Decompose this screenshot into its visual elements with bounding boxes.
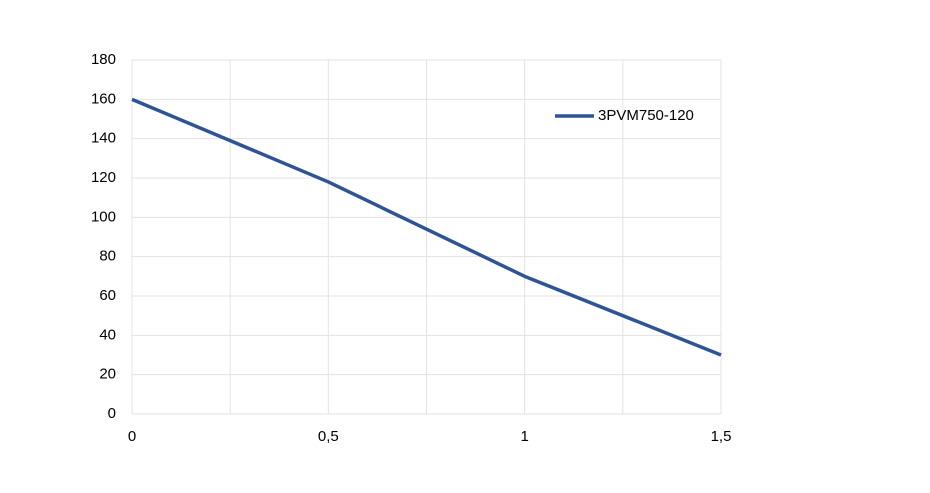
legend-label: 3PVM750-120	[598, 107, 694, 124]
y-tick-label: 100	[91, 208, 116, 225]
x-tick-label: 1	[520, 428, 528, 445]
x-tick-label: 0,5	[318, 428, 339, 445]
y-tick-label: 160	[91, 90, 116, 107]
y-tick-label: 80	[99, 248, 116, 265]
data-line	[131, 97, 722, 357]
y-tick-label: 40	[99, 326, 116, 343]
y-tick-label: 0	[108, 405, 116, 422]
y-tick-label: 180	[91, 51, 116, 68]
y-tick-label: 120	[91, 169, 116, 186]
x-tick-label: 1,5	[711, 428, 732, 445]
y-tick-label: 140	[91, 130, 116, 147]
y-tick-label: 60	[99, 287, 116, 304]
y-tick-label: 20	[99, 366, 116, 383]
x-tick-label: 0	[128, 428, 136, 445]
